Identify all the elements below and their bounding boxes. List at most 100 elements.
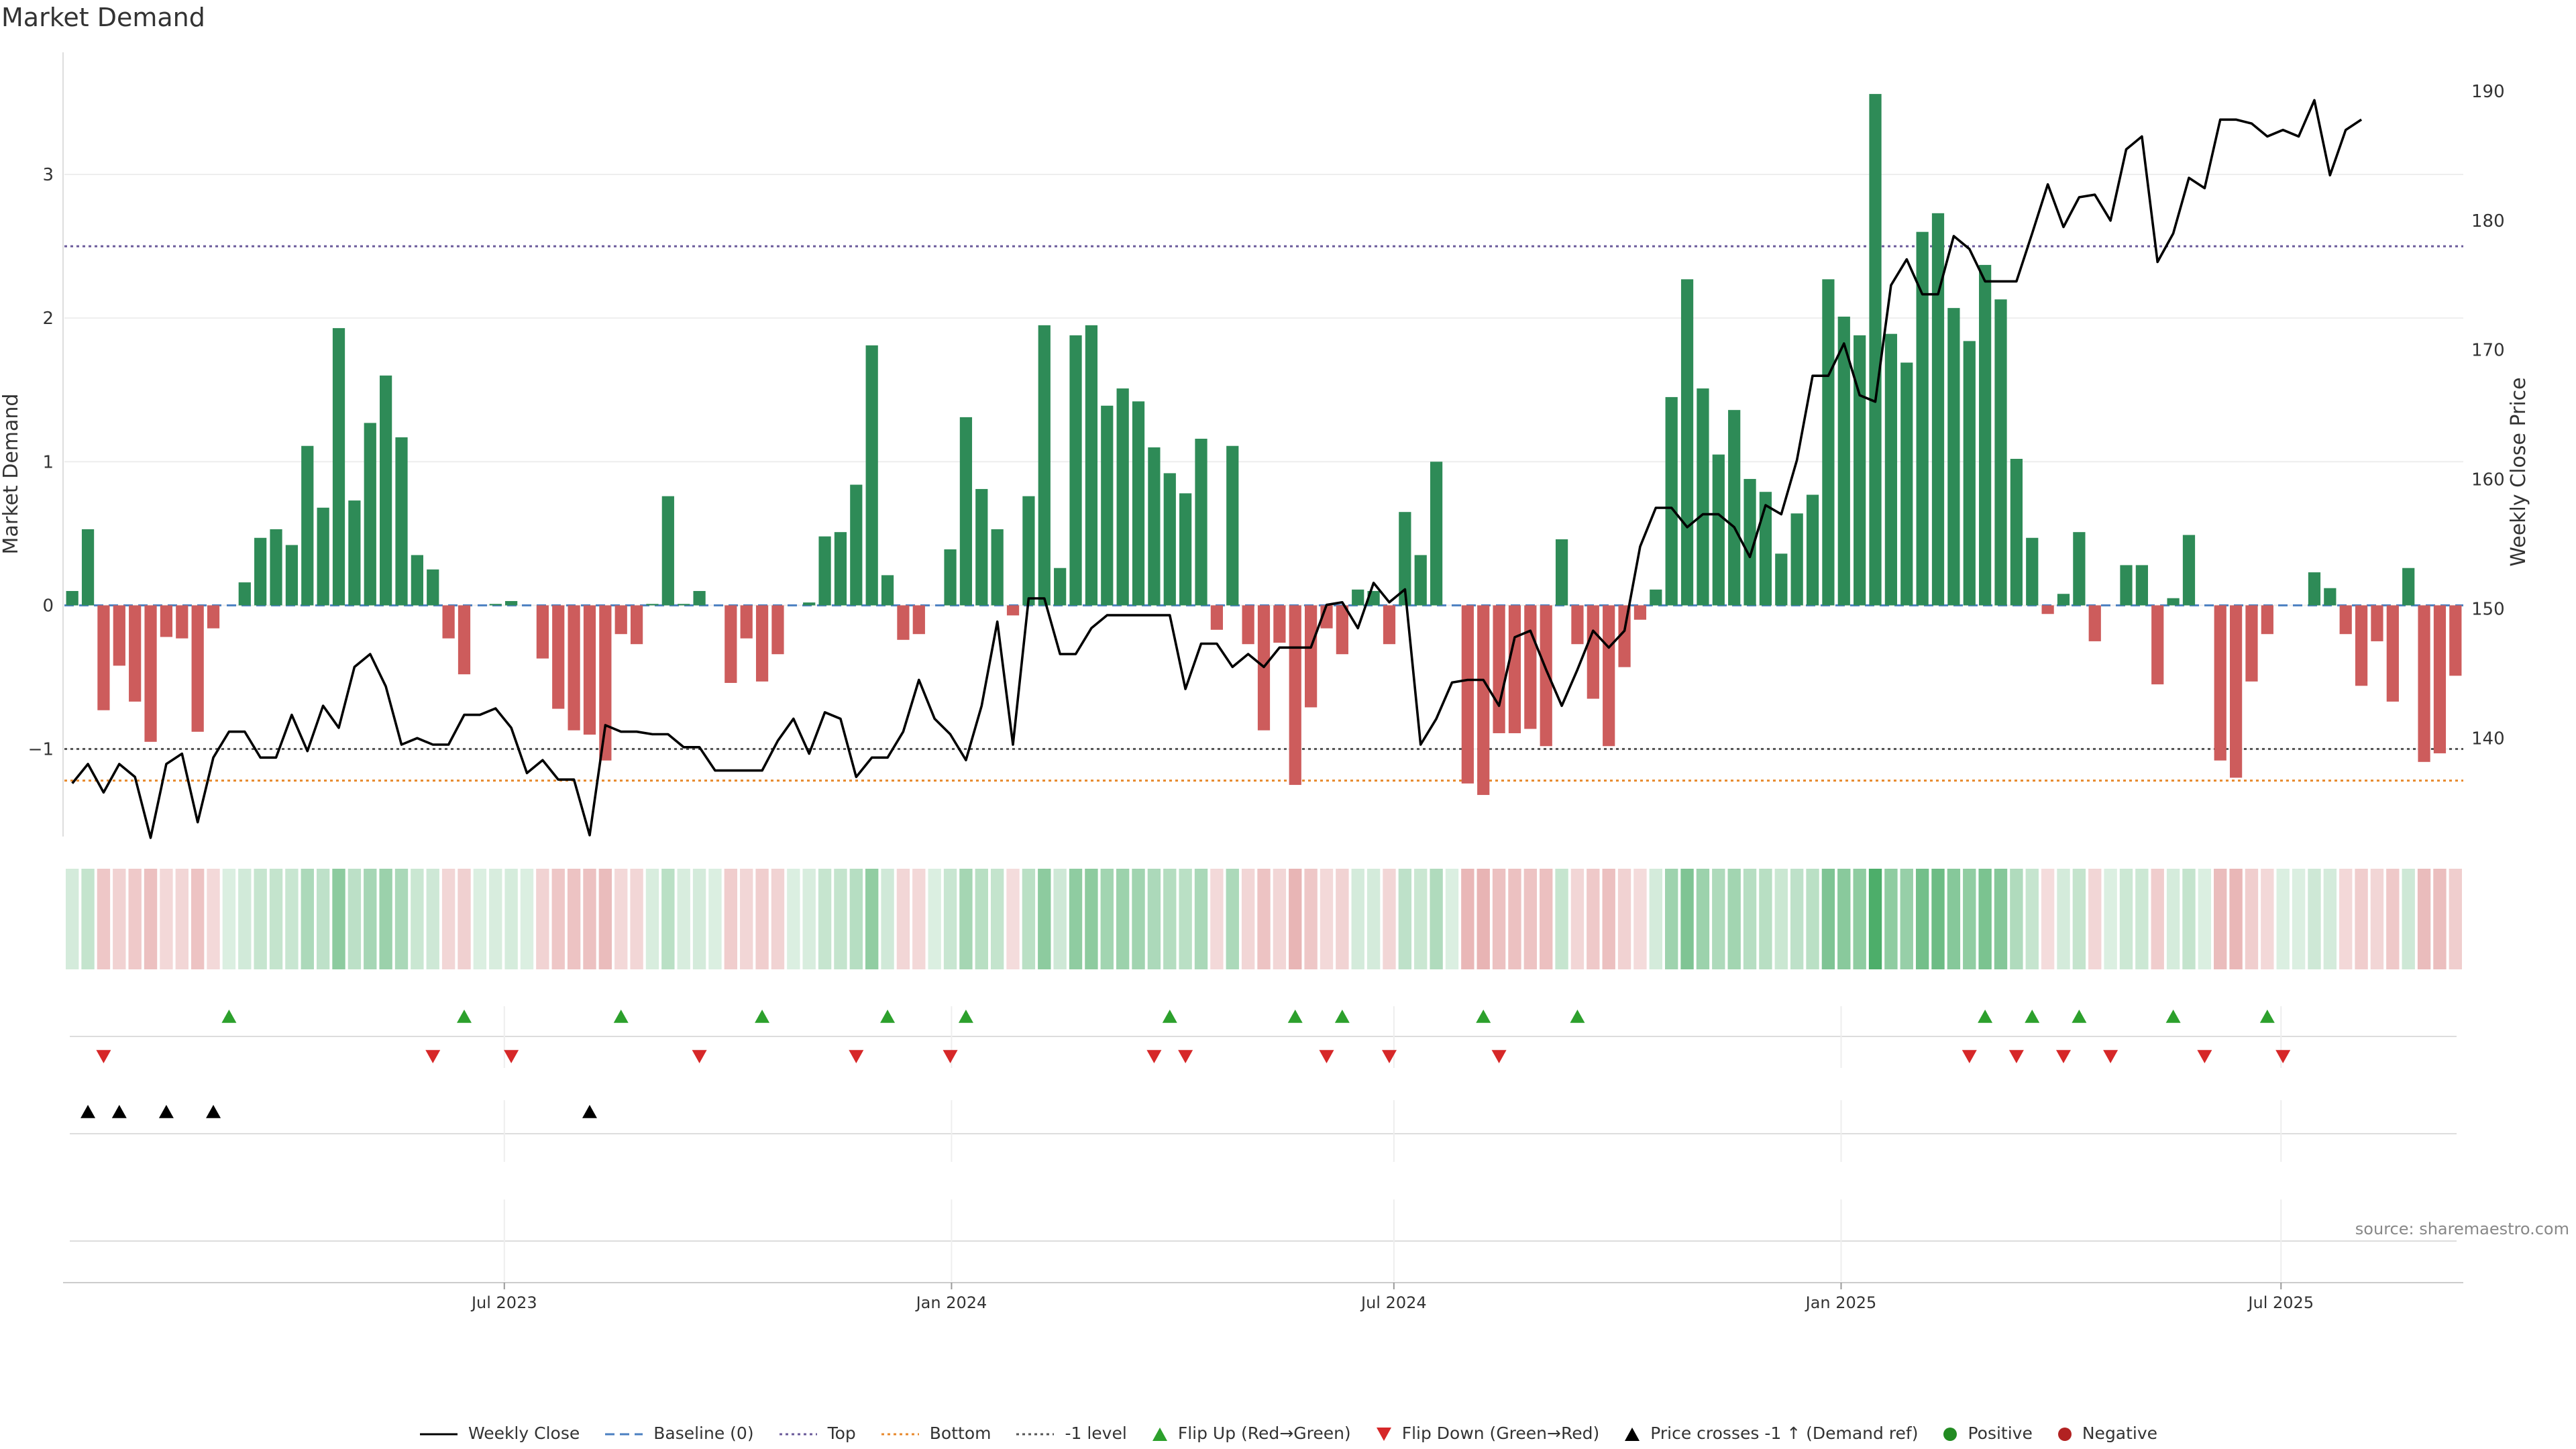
heat-cell bbox=[1006, 869, 1020, 969]
demand-bar bbox=[442, 605, 455, 639]
heat-cell bbox=[316, 869, 330, 969]
demand-bar bbox=[818, 536, 831, 606]
demand-bar bbox=[912, 605, 925, 635]
heat-cell bbox=[97, 869, 111, 969]
heat-cell bbox=[473, 869, 487, 969]
demand-bar bbox=[583, 605, 596, 735]
demand-bar bbox=[897, 605, 910, 640]
heat-cell bbox=[2276, 869, 2290, 969]
heat-cell bbox=[928, 869, 941, 969]
heat-cell bbox=[1994, 869, 2008, 969]
heat-cell bbox=[1790, 869, 1804, 969]
legend-swatch bbox=[1943, 1427, 1957, 1441]
demand-bar bbox=[2120, 565, 2133, 606]
heat-cell bbox=[1179, 869, 1192, 969]
heat-cell bbox=[740, 869, 753, 969]
flip-down-marker bbox=[1381, 1050, 1397, 1063]
demand-bar bbox=[1822, 279, 1835, 606]
heat-cell bbox=[1523, 869, 1538, 969]
demand-bar bbox=[1947, 308, 1960, 606]
heat-cell bbox=[2041, 869, 2055, 969]
demand-bar bbox=[348, 500, 361, 606]
y2-tick-label: 190 bbox=[2471, 82, 2505, 102]
heat-cell bbox=[536, 869, 549, 969]
heat-cell bbox=[489, 869, 502, 969]
flip-up-marker bbox=[1476, 1010, 1491, 1023]
demand-bar bbox=[1038, 325, 1051, 606]
demand-bar bbox=[2433, 605, 2447, 753]
heat-cell bbox=[207, 869, 220, 969]
demand-bar bbox=[834, 532, 847, 606]
flip-down-marker bbox=[2197, 1050, 2212, 1063]
legend-swatch bbox=[1152, 1427, 1167, 1441]
price-line-layer bbox=[71, 99, 2363, 839]
legend-swatch bbox=[419, 1433, 458, 1435]
demand-bar bbox=[1963, 341, 1976, 606]
heat-cell bbox=[2088, 869, 2102, 969]
demand-bar bbox=[2151, 605, 2164, 685]
demand-bar bbox=[2088, 605, 2101, 641]
demand-bar bbox=[2229, 605, 2243, 778]
price-cross-marker bbox=[111, 1105, 127, 1118]
flip-up-marker bbox=[1978, 1010, 1993, 1023]
demand-bar bbox=[599, 605, 612, 761]
heat-cell bbox=[2198, 869, 2212, 969]
heat-cell bbox=[1100, 869, 1114, 969]
legend-item: -1 level bbox=[1015, 1424, 1127, 1443]
demand-bar bbox=[364, 423, 376, 606]
flip-up-marker bbox=[2165, 1010, 2181, 1023]
heat-cell bbox=[630, 869, 643, 969]
demand-bar bbox=[724, 605, 737, 684]
heat-cell bbox=[551, 869, 565, 969]
heat-cell bbox=[2072, 869, 2086, 969]
demand-bar bbox=[332, 328, 345, 606]
flip-up-marker bbox=[1287, 1010, 1303, 1023]
flip-down-marker bbox=[1178, 1050, 1193, 1063]
heat-cell bbox=[2386, 869, 2400, 969]
heat-cell bbox=[1712, 869, 1725, 969]
legend-swatch bbox=[2057, 1427, 2072, 1441]
y2-tick-label: 160 bbox=[2471, 470, 2505, 490]
demand-bar bbox=[1540, 605, 1552, 747]
heat-cell bbox=[191, 869, 205, 969]
heat-cell bbox=[1085, 869, 1098, 969]
heat-cell bbox=[2151, 869, 2164, 969]
heat-cell bbox=[269, 869, 283, 969]
heat-cell bbox=[1665, 869, 1678, 969]
demand-bar bbox=[944, 549, 957, 606]
heat-cell bbox=[1194, 869, 1208, 969]
demand-heat-strip bbox=[66, 869, 2462, 969]
demand-bar bbox=[1712, 454, 1725, 606]
demand-bar bbox=[959, 417, 973, 606]
legend-item: Baseline (0) bbox=[604, 1424, 754, 1443]
heat-cell bbox=[1900, 869, 1913, 969]
heat-cell bbox=[975, 869, 988, 969]
heat-cell bbox=[2417, 869, 2431, 969]
y2-tick-label: 180 bbox=[2471, 211, 2505, 231]
demand-bar bbox=[270, 529, 282, 606]
demand-bar bbox=[66, 590, 78, 606]
demand-bar bbox=[1101, 405, 1114, 606]
demand-bar bbox=[1555, 539, 1568, 606]
x-tick-label: Jul 2025 bbox=[2247, 1293, 2314, 1312]
demand-bar bbox=[693, 590, 706, 606]
heat-cell bbox=[959, 869, 973, 969]
legend-label: Flip Up (Red→Green) bbox=[1177, 1423, 1351, 1443]
demand-bar bbox=[1085, 325, 1098, 606]
flip-down-marker bbox=[943, 1050, 958, 1063]
flip-down-marker bbox=[425, 1050, 441, 1063]
heat-cell bbox=[364, 869, 377, 969]
heat-cell bbox=[645, 869, 659, 969]
heat-cell bbox=[1555, 869, 1568, 969]
demand-bar bbox=[2073, 532, 2086, 606]
demand-bar bbox=[1837, 316, 1850, 606]
heat-cell bbox=[755, 869, 769, 969]
heat-cell bbox=[379, 869, 392, 969]
heat-cell bbox=[2104, 869, 2117, 969]
heat-cell bbox=[802, 869, 816, 969]
demand-bar bbox=[740, 605, 753, 639]
flip-up-marker bbox=[1570, 1010, 1585, 1023]
demand-bar bbox=[317, 507, 329, 606]
axes: −1 0 1 2 3 140 150 160 170 180 190 Market Demand Wee… bbox=[0, 52, 2530, 837]
